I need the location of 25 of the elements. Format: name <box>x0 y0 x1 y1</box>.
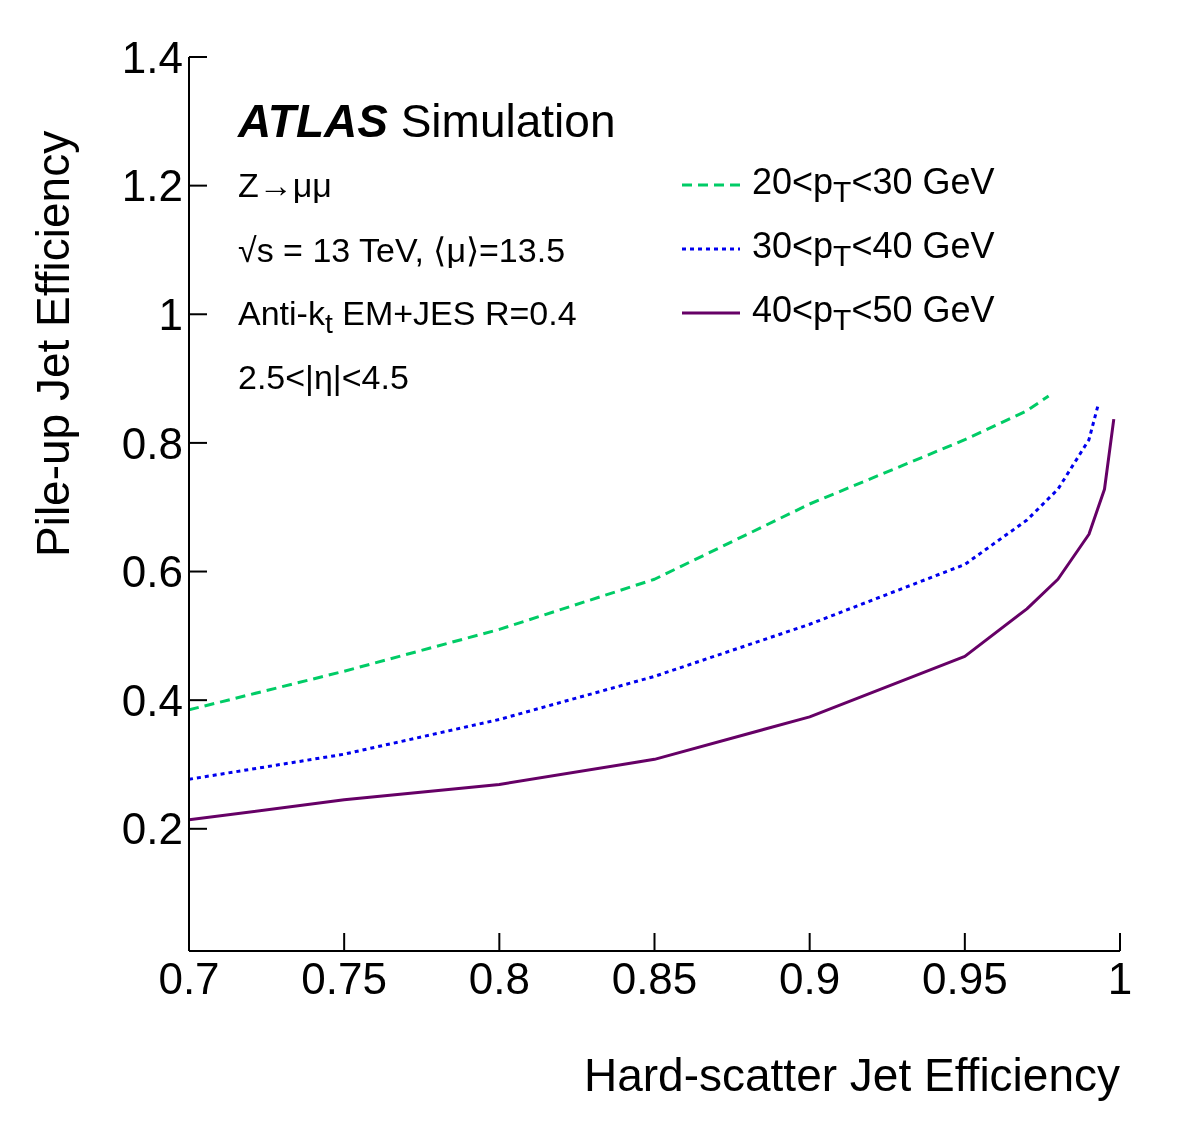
x-tick-label: 0.8 <box>468 954 530 1004</box>
annotation: 2.5<|η|<4.5 <box>238 358 409 397</box>
line-series <box>189 394 1051 712</box>
y-tick-label: 1.4 <box>121 32 183 82</box>
y-tick-label: 0.6 <box>121 547 183 597</box>
x-axis-title: Hard-scatter Jet Efficiency <box>583 1048 1120 1102</box>
y-tick-label: 1 <box>158 289 183 339</box>
x-tick-label: 0.7 <box>158 954 220 1004</box>
legend-label: 40<p$_{T}$<50 GeV <box>752 288 995 338</box>
annotation: ATLAS Simulation <box>238 94 616 148</box>
x-tick-label: 0.95 <box>922 954 1008 1004</box>
annotation: Z→μμ <box>238 166 332 205</box>
x-tick-label: 1 <box>1107 954 1133 1004</box>
y-tick-label: 0.8 <box>121 418 183 468</box>
x-tick-label: 0.9 <box>779 954 841 1004</box>
legend-label: 20<p$_{T}$<30 GeV <box>752 160 995 210</box>
y-tick-label: 1.2 <box>121 161 183 211</box>
y-tick-label: 0.4 <box>121 675 183 725</box>
y-axis-title: Pile-up Jet Efficiency <box>26 130 80 557</box>
legend-label: 30<p$_{T}$<40 GeV <box>752 224 995 274</box>
x-tick-label: 0.75 <box>301 954 387 1004</box>
annotation: Anti-k$_{t}$ EM+JES R=0.4 <box>238 294 577 340</box>
x-tick-label: 0.85 <box>611 954 698 1004</box>
y-tick-label: 0.2 <box>121 804 183 854</box>
annotation: √s = 13 TeV, ⟨μ⟩=13.5 <box>238 230 566 270</box>
